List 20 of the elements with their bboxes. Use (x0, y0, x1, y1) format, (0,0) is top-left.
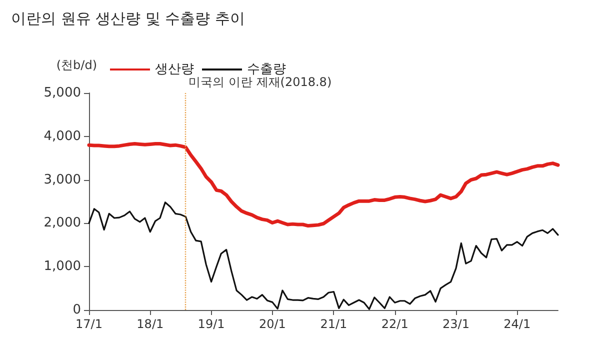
y-axis-title: (천b/d) (56, 58, 97, 72)
x-tick-label: 24/1 (504, 317, 531, 331)
y-tick-label: 2,000 (44, 216, 81, 231)
x-tick-label: 22/1 (381, 317, 408, 331)
x-tick-label: 23/1 (442, 317, 470, 331)
ref-line-label: 미국의 이란 제재(2018.8) (188, 75, 332, 89)
x-tick-label: 19/1 (198, 317, 225, 331)
y-tick-label: 5,000 (44, 86, 81, 100)
y-tick-label: 3,000 (44, 172, 81, 188)
legend-label: 수출량 (247, 62, 286, 77)
x-tick-label: 21/1 (320, 317, 348, 331)
x-tick-label: 20/1 (258, 317, 286, 331)
legend-label: 생산량 (155, 62, 194, 77)
x-tick-label: 18/1 (136, 317, 164, 331)
y-tick-label: 1,000 (44, 259, 81, 274)
y-tick-label: 0 (72, 302, 81, 318)
y-tick-label: 4,000 (44, 128, 81, 144)
line-series (87, 142, 560, 228)
x-tick-label: 17/1 (76, 317, 102, 331)
chart-title: 이란의 원유 생산량 및 수출량 추이 (11, 10, 245, 28)
